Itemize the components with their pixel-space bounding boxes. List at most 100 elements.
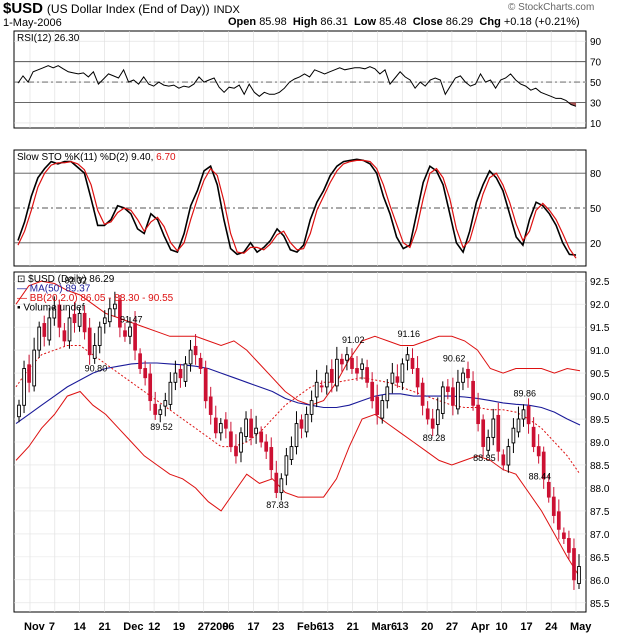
candle-body [17,404,21,418]
price-annotation: 90.62 [443,354,466,364]
rsi-tick-label: 30 [590,98,602,109]
rsi-label: RSI(12) 26.30 [17,33,80,44]
exchange-label: INDX [213,4,240,16]
x-axis-label: 14 [74,621,87,633]
candle-body [208,396,213,415]
sto-label: Slow STO %K(11) %D(2) 9.40, 6.70 [17,152,176,163]
candle-body [22,368,26,406]
candle-body [385,386,390,402]
candle-body [511,427,516,444]
x-axis-label: 19 [173,621,185,633]
price-tick-label: 89.5 [590,415,610,426]
x-axis-label: Feb6 [297,621,323,633]
candle-body [345,354,349,361]
candle-body [335,358,339,387]
candle-body [102,317,107,324]
price-annotation: 87.83 [266,500,289,510]
candle-body [486,436,491,451]
candle-body [203,368,208,402]
x-axis-label: 10 [496,621,508,633]
candle-body [365,367,369,383]
candle-body [405,354,410,361]
candle-body [572,548,576,581]
price-tick-label: 87.0 [590,530,610,541]
candle-body [400,363,405,383]
low-label: Low [354,16,377,28]
candle-body [294,423,299,448]
x-axis-label: 23 [272,621,284,633]
x-axis-label: Nov [24,621,46,633]
candle-body [239,432,243,453]
price-annotation: 91.02 [342,335,365,345]
candle-body [173,372,178,383]
candle-body [340,358,344,365]
x-axis-label: 17 [247,621,259,633]
chart-date: 1-May-2006 [3,17,62,29]
price-tick-label: 91.5 [590,323,610,334]
candle-body [213,417,218,434]
candle-body [390,372,395,384]
candle-body [289,446,294,460]
candle-body [72,313,77,324]
candle-body [370,381,375,402]
candle-body [224,419,228,429]
candle-body [42,323,47,337]
candle-body [501,454,506,466]
x-axis-label: 12 [148,621,160,633]
x-axis-label: 21 [98,621,110,633]
candle-body [415,368,420,388]
candle-body [476,404,480,425]
candle-body [113,303,117,310]
candle-body [506,446,511,466]
candle-body [536,446,541,457]
candle-body [309,400,314,415]
candle-body [451,387,455,406]
price-tick-label: 92.0 [590,300,610,311]
candle-body [430,418,435,429]
candle-body [461,372,465,383]
price-tick-label: 86.0 [590,576,610,587]
sto-tick-label: 80 [590,169,602,180]
price-legend-bollinger: — BB(20,2.0) 86.05 - 88.30 - 90.55 [17,293,174,304]
candle-body [234,446,238,457]
bollinger-lower-line [15,390,581,578]
quote-summary: Open 85.98 High 86.31 Low 85.48 Close 86… [228,16,580,28]
candle-body [107,308,112,323]
candle-body [183,363,188,382]
price-tick-label: 85.5 [590,599,610,610]
candle-body [577,566,581,584]
candle-body [158,409,163,415]
candle-body [254,427,258,435]
x-axis-label: 13 [322,621,334,633]
price-tick-label: 90.5 [590,369,610,380]
candle-body [27,364,31,383]
price-tick-label: 88.0 [590,484,610,495]
candle-body [420,382,425,406]
candle-body [410,357,415,369]
candle-body [244,418,248,437]
candle-body [355,368,359,374]
x-axis-label: 7 [49,621,55,633]
sto-label-text: Slow STO %K(11) %D(2) 9.40, [17,152,156,163]
low-value: 85.48 [379,16,407,28]
candle-body [556,511,561,530]
candle-body [128,326,132,337]
candle-body [269,447,274,471]
open-label: Open [228,16,257,28]
candle-body [350,357,354,369]
x-axis-label: Apr [471,621,491,633]
candle-body [249,418,253,438]
instrument-name: (US Dollar Index (End of Day)) [46,2,210,16]
price-annotation: 91.16 [397,329,420,339]
candle-body [32,349,37,387]
chart-title: $USD (US Dollar Index (End of Day)) INDX [3,0,240,17]
price-annotation: 89.28 [423,433,446,443]
candle-body [138,353,142,369]
change-value: +0.18 (+0.21%) [503,16,580,28]
candle-body [541,451,546,480]
candle-body [77,312,82,327]
x-axis-label: 20 [421,621,433,633]
high-label: High [292,16,318,28]
candle-body [456,381,460,410]
candle-body [284,455,289,476]
